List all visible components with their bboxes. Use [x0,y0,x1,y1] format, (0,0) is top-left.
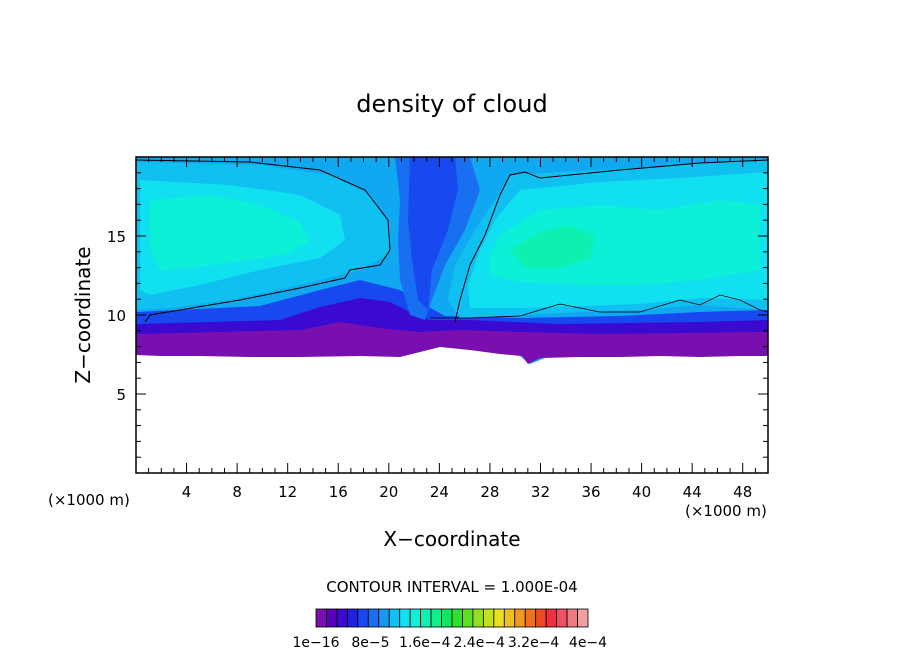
x-tick-label: 48 [733,483,752,501]
x-tick-label: 8 [232,483,242,501]
colorbar-swatch [556,608,568,628]
density-field [136,157,768,473]
colorbar-swatch [420,608,432,628]
field-blue-band [136,296,768,334]
colorbar-label: 4e−4 [569,635,607,651]
colorbar-swatch [451,608,463,628]
colorbar-swatch [545,608,558,628]
colorbar-swatch [514,608,526,628]
field-left-cloud-core [150,195,310,270]
colorbar-swatch [535,608,547,628]
colorbar-label: 1e−16 [292,635,339,651]
y-tick-label: 5 [116,386,126,404]
contour-line-right [454,159,768,323]
x-unit-left: (×1000 m) [48,491,130,509]
colorbar-swatch [430,608,442,628]
y-axis-tick-labels: 5 10 15 [107,228,126,404]
colorbar-swatch [577,608,589,628]
colorbar-labels: 1e−16 8e−5 1.6e−4 2.4e−4 3.2e−4 4e−4 [292,635,607,651]
y-tick-label: 15 [107,228,126,246]
colorbar [315,608,589,628]
x-axis-ticks [148,157,756,473]
x-tick-label: 4 [182,483,192,501]
x-tick-label: 28 [480,483,499,501]
colorbar-swatch [493,608,505,628]
colorbar-swatch [346,608,359,628]
chart-title: density of cloud [356,90,547,118]
x-tick-label: 32 [531,483,550,501]
colorbar-swatch [409,608,422,628]
y-tick-label: 10 [107,307,126,325]
colorbar-swatch [315,608,327,628]
x-tick-label: 24 [430,483,449,501]
colorbar-swatch [524,608,537,628]
colorbar-swatch [357,608,369,628]
y-axis-ticks [136,172,768,458]
x-tick-label: 16 [329,483,348,501]
colorbar-swatch [378,608,390,628]
colorbar-swatch [326,608,338,628]
colorbar-swatch [336,608,348,628]
colorbar-swatch [367,608,380,628]
x-axis-label: X−coordinate [383,527,520,551]
colorbar-swatch [462,608,474,628]
colorbar-swatch [566,608,578,628]
contour-line-base [430,294,768,319]
contour-line-left [136,159,391,323]
field-right-cloud-max [510,225,595,268]
colorbar-swatch [399,608,411,628]
contour-interval-label: CONTOUR INTERVAL = 1.000E-04 [326,578,577,596]
field-mid-blue [136,280,768,324]
x-tick-label: 12 [278,483,297,501]
colorbar-label: 8e−5 [351,635,389,651]
colorbar-swatch [388,608,401,628]
colorbar-swatch [441,608,453,628]
colorbar-label: 3.2e−4 [508,635,560,651]
colorbar-swatch [472,608,484,628]
x-tick-label: 40 [632,483,651,501]
x-axis-tick-labels: 4 8 12 16 20 24 28 32 36 40 44 48 [182,483,752,501]
colorbar-label: 2.4e−4 [453,635,505,651]
x-tick-label: 44 [683,483,702,501]
y-axis-label: Z−coordinate [71,246,95,383]
field-updraft-core [408,157,458,310]
colorbar-label: 1.6e−4 [399,635,451,651]
x-tick-label: 20 [379,483,398,501]
x-unit-right: (×1000 m) [685,502,767,520]
x-tick-label: 36 [581,483,600,501]
colorbar-swatch [482,608,495,628]
colorbar-swatch [503,608,516,628]
